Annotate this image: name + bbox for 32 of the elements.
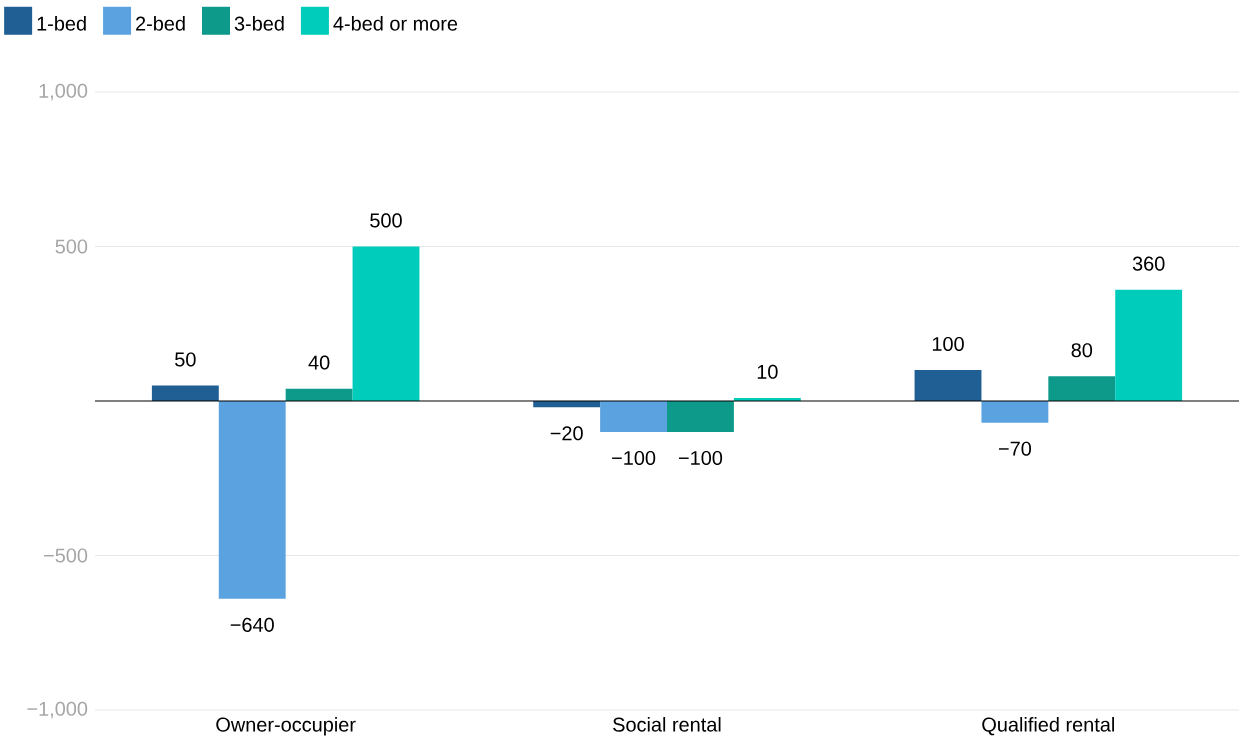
data-label: 80 [1071,343,1093,358]
data-label: −100 [678,450,723,466]
y-tick-label: −1,000 [27,701,88,719]
data-label: 50 [175,352,196,367]
data-label: −100 [612,450,656,466]
bar [218,401,286,599]
bar [1048,376,1116,401]
y-tick-label: 500 [55,239,88,254]
data-label: 360 [1132,256,1165,271]
x-tick-label: Owner-occupier [216,717,356,736]
data-label: 100 [932,336,964,352]
bar [667,401,734,432]
bar [1115,289,1183,401]
data-label: 40 [308,355,330,370]
x-tick-label: Qualified rental [982,717,1114,736]
bar [600,401,667,432]
legend-label: 3-bed [234,16,284,31]
bar [352,246,420,401]
y-tick-label: 1,000 [39,83,88,101]
legend-label: 2-bed [136,16,185,31]
data-label: −20 [550,426,583,441]
y-tick-label: −500 [44,548,88,563]
legend-label: 4-bed or more [333,16,458,31]
data-label: −640 [230,617,274,632]
legend-label: 1-bed [37,16,86,31]
data-label: −70 [998,441,1032,456]
bar [914,370,982,401]
data-label: 10 [757,364,778,379]
bar [981,401,1049,423]
data-label: 500 [370,213,402,228]
bar [151,385,219,401]
x-tick-label: Social rental [613,717,721,732]
